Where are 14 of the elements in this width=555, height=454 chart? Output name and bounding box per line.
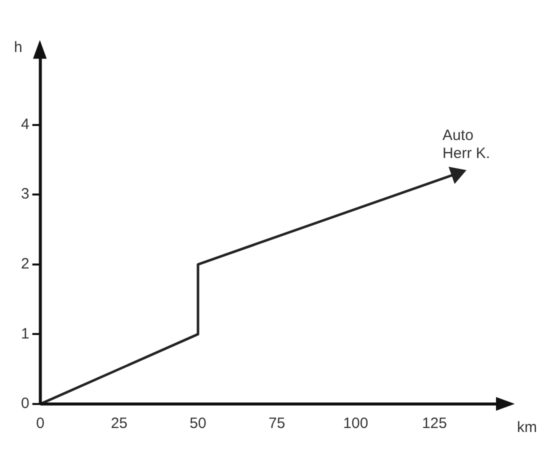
y-axis-title: h (14, 39, 22, 56)
series-label: Auto Herr K. (442, 126, 490, 162)
x-tick-label: 0 (36, 415, 45, 432)
x-tick-label: 100 (343, 415, 368, 432)
y-tick-label: 0 (21, 395, 30, 412)
y-tick-label: 1 (21, 325, 30, 342)
x-tick-label: 50 (190, 415, 206, 432)
x-tick-label: 75 (268, 415, 286, 432)
x-tick-label: 125 (422, 415, 447, 432)
y-tick-label: 4 (21, 116, 30, 133)
x-tick-label: 25 (110, 415, 128, 432)
y-tick-label: 3 (21, 186, 30, 203)
y-tick-label: 2 (21, 256, 30, 273)
x-axis-title: km (517, 419, 537, 436)
